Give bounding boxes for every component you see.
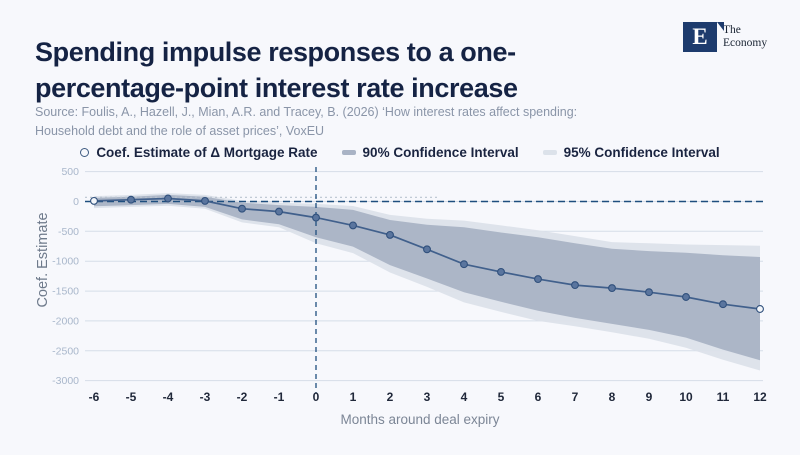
- legend-label: 90% Confidence Interval: [362, 145, 519, 160]
- open-circle-marker-icon: [80, 148, 90, 157]
- x-tick-label: 10: [679, 390, 693, 404]
- source-citation: Source: Foulis, A., Hazell, J., Mian, A.…: [35, 103, 577, 141]
- logo-name-line-2: Economy: [723, 37, 768, 49]
- chart-canvas: 500 0 -500 -1000 -1500 -2000 -2500 -3000 -6 -5 -4 -…: [35, 166, 767, 427]
- legend-item-ci-95: 95% Confidence Interval: [542, 145, 720, 160]
- legend-label: 95% Confidence Interval: [563, 145, 720, 160]
- ci-90-band: [94, 194, 760, 361]
- data-point-marker: [423, 245, 431, 254]
- x-tick-label: 3: [424, 390, 431, 404]
- x-tick-label: -3: [200, 390, 211, 404]
- logo-name: The Economy: [723, 22, 767, 50]
- legend-item-ci-90: 90% Confidence Interval: [341, 145, 519, 160]
- legend-label: Coef. Estimate of Δ Mortgage Rate: [96, 145, 318, 160]
- data-point-marker: [201, 196, 209, 205]
- data-point-marker: [756, 305, 764, 313]
- data-point-marker: [460, 260, 468, 269]
- data-point-marker: [275, 207, 283, 216]
- y-tick-label: 0: [73, 196, 79, 208]
- data-point-marker: [645, 288, 653, 297]
- y-tick-labels: 500 0 -500 -1000 -1500 -2000 -2500 -3000: [52, 166, 79, 387]
- x-axis-title: Months around deal expiry: [340, 412, 499, 427]
- x-tick-label: -4: [163, 390, 174, 404]
- data-point-marker: [719, 300, 727, 309]
- title-line-1: Spending impulse responses to a one-: [35, 37, 516, 68]
- chart-area: 500 0 -500 -1000 -1500 -2000 -2500 -3000 -6 -5 -4 -…: [0, 160, 800, 450]
- chart-legend: Coef. Estimate of Δ Mortgage Rate 90% Co…: [0, 145, 800, 160]
- coef-estimate-markers: [90, 194, 764, 313]
- data-point-marker: [386, 230, 394, 239]
- y-tick-label: -3000: [52, 375, 79, 387]
- y-tick-label: -2000: [52, 315, 79, 327]
- page-title: Spending impulse responses to a one- per…: [35, 34, 675, 106]
- logo-notch-icon: [717, 22, 724, 31]
- data-point-marker: [571, 281, 579, 290]
- data-point-marker: [534, 275, 542, 284]
- x-tick-label: 8: [609, 390, 616, 404]
- source-line-2: Household debt and the role of asset pri…: [35, 124, 325, 138]
- ci-95-band: [94, 193, 760, 371]
- logo-name-line-1: The: [723, 24, 741, 36]
- x-tick-label: 9: [646, 390, 653, 404]
- logo-e-mark: E: [683, 22, 724, 52]
- x-tick-label: 6: [535, 390, 542, 404]
- x-tick-labels: -6 -5 -4 -3 -2 -1 0 1 2 3 4 5 6 7 8 9 10 11 12: [89, 390, 767, 404]
- data-point-marker: [127, 195, 135, 204]
- x-tick-label: 4: [461, 390, 468, 404]
- data-point-marker: [349, 221, 357, 230]
- x-tick-label: 11: [717, 390, 730, 404]
- x-tick-label: 0: [313, 390, 320, 404]
- title-line-2: percentage-point interest rate increase: [35, 73, 518, 104]
- data-point-marker: [312, 213, 320, 222]
- x-tick-label: 5: [498, 390, 505, 404]
- band-swatch-90-icon: [341, 150, 356, 155]
- band-swatch-95-icon: [542, 150, 557, 155]
- data-point-marker: [90, 196, 98, 205]
- x-tick-label: 1: [350, 390, 357, 404]
- x-tick-label: 7: [572, 390, 579, 404]
- data-point-marker: [608, 284, 616, 293]
- x-tick-label: 12: [753, 390, 767, 404]
- y-tick-label: -500: [58, 226, 79, 238]
- x-tick-label: -5: [126, 390, 137, 404]
- x-tick-label: 2: [387, 390, 394, 404]
- y-tick-label: -1500: [52, 286, 79, 298]
- data-point-marker: [497, 267, 505, 276]
- y-tick-label: 500: [61, 166, 79, 178]
- x-tick-label: -1: [274, 390, 285, 404]
- y-tick-label: -2500: [52, 345, 79, 357]
- y-tick-label: -1000: [52, 256, 79, 268]
- logo-e-letter: E: [692, 24, 708, 49]
- y-axis-title: Coef. Estimate: [35, 212, 51, 307]
- legend-item-coef-estimate: Coef. Estimate of Δ Mortgage Rate: [80, 145, 318, 160]
- data-point-marker: [164, 194, 172, 203]
- the-economy-logo: E The Economy: [683, 22, 767, 52]
- data-point-marker: [238, 204, 246, 213]
- data-point-marker: [682, 293, 690, 301]
- source-line-1: Source: Foulis, A., Hazell, J., Mian, A.…: [35, 105, 578, 119]
- x-tick-label: -6: [89, 390, 100, 404]
- x-tick-label: -2: [237, 390, 248, 404]
